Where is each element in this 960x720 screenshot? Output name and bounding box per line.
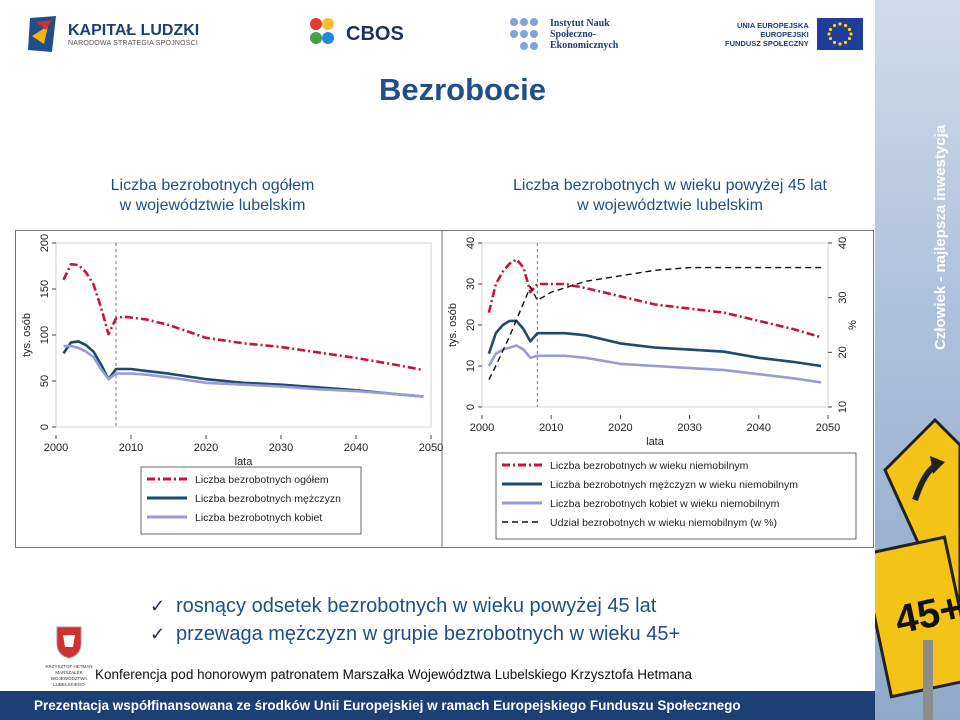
left-caption-line-1: Liczba bezrobotnych ogółem — [110, 177, 315, 194]
herb-line-3: WOJEWÓDZTWA LUBELSKIEGO — [50, 676, 88, 687]
y-tick-label: 30 — [465, 278, 477, 290]
series-line — [487, 344, 822, 384]
eu-flag-icon — [816, 18, 863, 50]
checkmark-icon: ✓ — [150, 596, 166, 616]
y-tick-label: 150 — [39, 280, 51, 298]
legend-label: Liczba bezrobotnych kobiet — [195, 512, 322, 524]
y-tick-label: 200 — [39, 234, 51, 252]
x-axis-label: lata — [646, 436, 665, 448]
isp-line-1: Instytut Nauk — [550, 17, 610, 29]
y2-tick-label: 10 — [837, 401, 849, 413]
left-chart-caption: Liczba bezrobotnych ogółem w województwi… — [70, 176, 355, 216]
kapital-ludzki-flag-icon — [28, 16, 56, 52]
y2-tick-label: 30 — [837, 292, 849, 304]
kapital-ludzki-subtitle: NARODOWA STRATEGIA SPÓJNOŚCI — [68, 39, 199, 47]
bullet-text-2: przewaga mężczyzn w grupie bezrobotnych … — [176, 623, 681, 645]
left-caption-line-2: w województwie lubelskim — [119, 197, 306, 214]
series-line — [62, 262, 424, 372]
legend-label: Udział bezrobotnych w wieku niemobilnym … — [550, 517, 777, 529]
y-axis-label: tys. osób — [447, 303, 459, 347]
road-sign-illustration: 45+ — [875, 417, 960, 720]
x-tick-label: 2000 — [470, 422, 494, 434]
legend-box — [140, 466, 362, 535]
y-axis-label: tys. osób — [21, 313, 33, 357]
herb-logo: KRZYSZTOF HETMAN MARSZAŁEK WOJEWÓDZTWA L… — [40, 625, 98, 688]
legend-label: Liczba bezrobotnych kobiet w wieku niemo… — [550, 498, 780, 510]
right-panel: 45+ — [875, 0, 960, 720]
legend-label: Liczba bezrobotnych w wieku niemobilnym — [550, 460, 749, 472]
x-tick-label: 2040 — [747, 422, 771, 434]
x-tick-label: 2010 — [119, 442, 143, 454]
eu-line-1: UNIA EUROPEJSKA — [736, 20, 809, 30]
y2-tick-label: 20 — [837, 346, 849, 358]
legend-label: Liczba bezrobotnych mężczyzn w wieku nie… — [550, 479, 798, 491]
cbos-name: CBOS — [346, 22, 404, 45]
series-line — [487, 258, 822, 339]
isp-line-3: Ekonomicznych — [550, 39, 619, 51]
right-caption-line-1: Liczba bezrobotnych w wieku powyżej 45 l… — [513, 177, 827, 194]
herb-line-1: KRZYSZTOF HETMAN — [45, 664, 93, 669]
charts-container: 0 50 100 150 200 tys. osób 2000 2010 2020 2030 204… — [15, 230, 874, 548]
y2-axis-label: % — [847, 320, 859, 330]
x-tick-label: 2050 — [419, 442, 443, 454]
vertical-slogan: Człowiek - najlepsza inwestycja — [932, 124, 949, 350]
chart-total-unemployed: 0 50 100 150 200 tys. osób 2000 2010 2020 2030 204… — [21, 234, 443, 535]
bullet-list: ✓ rosnący odsetek bezrobotnych w wieku p… — [150, 592, 680, 648]
y-tick-label: 100 — [39, 326, 51, 344]
bullet-item: ✓ rosnący odsetek bezrobotnych w wieku p… — [150, 592, 680, 620]
x-tick-label: 2020 — [608, 422, 632, 434]
bullet-text-1: rosnący odsetek bezrobotnych w wieku pow… — [176, 595, 657, 617]
x-tick-label: 2020 — [194, 442, 218, 454]
x-axis-label: lata — [235, 456, 254, 468]
bullet-item: ✓ przewaga mężczyzn w grupie bezrobotnyc… — [150, 620, 680, 648]
x-tick-label: 2030 — [677, 422, 701, 434]
series-line — [62, 340, 424, 398]
series-line — [488, 266, 822, 381]
y-tick-label: 0 — [465, 404, 477, 410]
plot-area — [481, 242, 829, 408]
legend-label: Liczba bezrobotnych mężczyzn — [195, 493, 341, 505]
isp-line-2: Społeczno- — [550, 28, 597, 40]
herb-line-2: MARSZAŁEK — [55, 670, 83, 675]
right-chart-caption: Liczba bezrobotnych w wieku powyżej 45 l… — [470, 176, 870, 216]
x-tick-label: 2010 — [539, 422, 563, 434]
y-tick-label: 20 — [465, 319, 477, 331]
isp-logo: Instytut Nauk Społeczno- Ekonomicznych — [508, 10, 618, 58]
y-tick-label: 0 — [39, 424, 51, 430]
page-title: Bezrobocie — [378, 72, 547, 107]
checkmark-icon: ✓ — [150, 624, 166, 644]
footer-text: Prezentacja współfinansowana ze środków … — [34, 698, 741, 713]
series-line — [487, 319, 822, 368]
right-caption-line-2: w województwie lubelskim — [577, 197, 763, 214]
cbos-dots-icon — [310, 18, 334, 44]
x-tick-label: 2000 — [44, 442, 68, 454]
kapital-ludzki-name: KAPITAŁ LUDZKI — [68, 21, 200, 39]
plot-area — [55, 242, 432, 428]
legend-label: Liczba bezrobotnych ogółem — [195, 474, 329, 486]
conference-text: Konferencja pod honorowym patronatem Mar… — [95, 667, 693, 682]
y-tick-label: 10 — [465, 360, 477, 372]
footer-bar: Prezentacja współfinansowana ze środków … — [0, 691, 875, 720]
x-tick-label: 2050 — [816, 422, 840, 434]
x-tick-label: 2040 — [344, 442, 368, 454]
y2-tick-label: 40 — [837, 237, 849, 249]
eu-line-3: FUNDUSZ SPOŁECZNY — [725, 38, 809, 48]
logo-bar: KAPITAŁ LUDZKI NARODOWA STRATEGIA SPÓJNO… — [0, 0, 875, 68]
x-tick-label: 2030 — [269, 442, 293, 454]
y-tick-label: 40 — [465, 237, 477, 249]
cbos-logo: CBOS — [308, 10, 404, 58]
coat-of-arms-icon — [56, 626, 82, 659]
y-tick-label: 50 — [39, 375, 51, 387]
eu-logo: UNIA EUROPEJSKA EUROPEJSKI FUNDUSZ SPOŁE… — [725, 10, 863, 58]
isp-dots-icon — [510, 18, 538, 50]
series-line — [63, 344, 424, 398]
legend-box — [495, 452, 857, 540]
eu-line-2: EUROPEJSKI — [760, 29, 809, 39]
kapital-ludzki-logo: KAPITAŁ LUDZKI NARODOWA STRATEGIA SPÓJNO… — [26, 10, 199, 58]
